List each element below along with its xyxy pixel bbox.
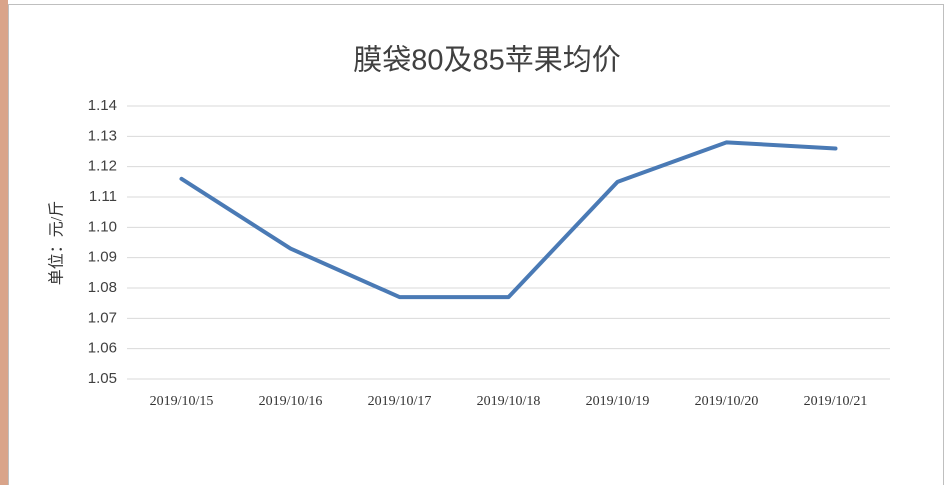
y-axis-label: 单位：元/斤 xyxy=(48,201,66,285)
x-tick-label: 2019/10/20 xyxy=(695,394,759,409)
x-tick-label: 2019/10/18 xyxy=(477,394,541,409)
y-tick-label: 1.12 xyxy=(88,158,117,175)
y-tick-label: 1.05 xyxy=(88,370,117,387)
y-tick-label: 1.06 xyxy=(88,340,117,357)
x-tick-label: 2019/10/17 xyxy=(368,394,432,409)
x-tick-label: 2019/10/16 xyxy=(259,394,323,409)
y-tick-label: 1.10 xyxy=(88,218,117,235)
y-tick-label: 1.11 xyxy=(89,188,117,205)
y-tick-label: 1.09 xyxy=(88,249,117,266)
x-tick-label: 2019/10/21 xyxy=(804,394,868,409)
y-tick-label: 1.07 xyxy=(88,309,117,326)
y-tick-label: 1.08 xyxy=(88,279,117,296)
y-tick-label: 1.13 xyxy=(88,127,117,144)
background-edge xyxy=(0,0,8,485)
chart: 膜袋80及85苹果均价 单位：元/斤 1.05 1.06 1.07 1.08 1.09 1… xyxy=(0,0,949,485)
x-tick-label: 2019/10/15 xyxy=(150,394,214,409)
chart-title: 膜袋80及85苹果均价 xyxy=(353,44,621,77)
x-tick-label: 2019/10/19 xyxy=(586,394,650,409)
y-tick-label: 1.14 xyxy=(88,97,117,114)
